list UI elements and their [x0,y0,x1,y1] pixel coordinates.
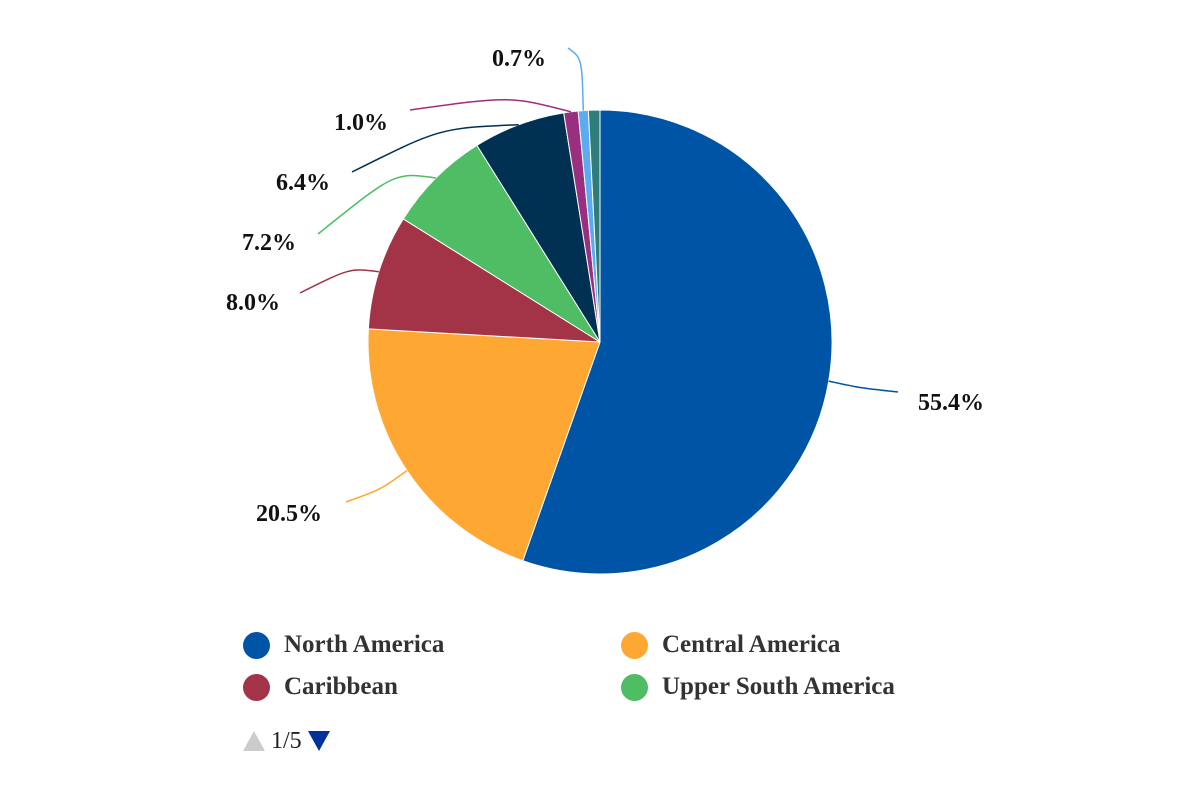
page-up-arrow-icon[interactable] [243,731,265,751]
data-label-series-6: 1.0% [334,110,388,136]
slices-layer [367,109,833,575]
data-label-series-5: 6.4% [276,170,330,196]
leader-line-upper-south-america [317,174,437,235]
leader-line-series-7 [567,47,584,111]
leader-line-series-5 [351,123,519,173]
data-label-central-america: 20.5% [256,501,322,527]
legend-item-upper-south-america[interactable]: Upper South America [621,672,961,702]
legend-label-north-america: North America [284,631,445,658]
legend-pager: 1/5 [243,726,330,756]
pie-slice-central-america[interactable] [367,328,601,562]
leader-line-caribbean [299,269,380,294]
leader-line-series-6 [409,98,572,113]
leader-line-central-america [345,469,408,503]
legend: North America Central America Caribbean … [243,630,963,702]
legend-swatch-upper-south-america [621,673,648,701]
data-labels-layer: 55.4% 20.5% 8.0% 7.2% 6.4% 1.0% 0.7% [226,46,984,527]
leader-line-north-america [828,380,899,393]
data-label-north-america: 55.4% [918,390,984,416]
legend-page-indicator: 1/5 [271,727,302,754]
legend-label-caribbean: Caribbean [284,673,398,700]
page-down-arrow-icon[interactable] [307,731,330,751]
legend-swatch-north-america [243,631,270,659]
data-label-series-7: 0.7% [492,46,546,72]
legend-item-caribbean[interactable]: Caribbean [243,672,621,702]
data-label-upper-south-america: 7.2% [242,230,296,256]
pie-slice-series-8[interactable] [587,109,601,343]
legend-label-upper-south-america: Upper South America [662,673,895,700]
leader-lines-layer [299,47,899,503]
pie-slice-upper-south-america[interactable] [402,144,601,343]
legend-swatch-central-america [621,631,648,659]
legend-swatch-caribbean [243,673,270,701]
legend-item-north-america[interactable]: North America [243,630,621,660]
legend-item-central-america[interactable]: Central America [621,630,961,660]
legend-label-central-america: Central America [662,631,841,658]
data-label-caribbean: 8.0% [226,290,280,316]
